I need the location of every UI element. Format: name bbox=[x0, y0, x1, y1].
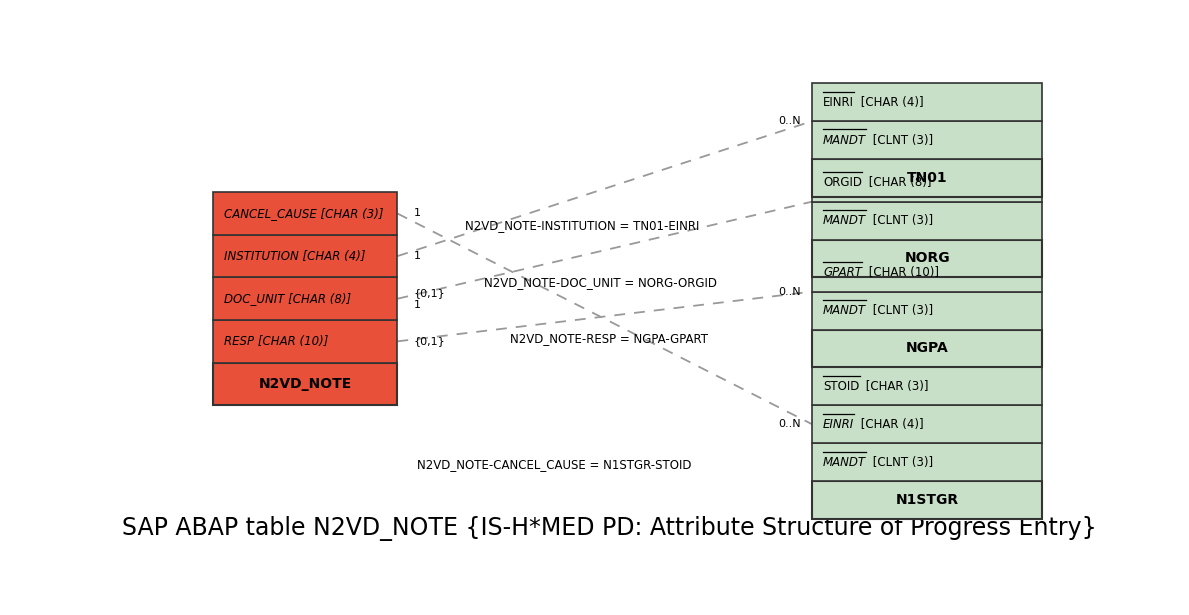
Text: [CHAR (10)]: [CHAR (10)] bbox=[864, 266, 939, 279]
Text: NORG: NORG bbox=[905, 252, 950, 266]
Text: 1: 1 bbox=[414, 208, 421, 218]
Text: [CHAR (3)]: [CHAR (3)] bbox=[862, 380, 929, 393]
Text: N2VD_NOTE-DOC_UNIT = NORG-ORGID: N2VD_NOTE-DOC_UNIT = NORG-ORGID bbox=[484, 276, 717, 288]
Text: SAP ABAP table N2VD_NOTE {IS-H*MED PD: Attribute Structure of Progress Entry}: SAP ABAP table N2VD_NOTE {IS-H*MED PD: A… bbox=[122, 516, 1096, 541]
Text: EINRI: EINRI bbox=[823, 96, 854, 109]
Text: [CLNT (3)]: [CLNT (3)] bbox=[869, 133, 933, 146]
Text: N2VD_NOTE-INSTITUTION = TN01-EINRI: N2VD_NOTE-INSTITUTION = TN01-EINRI bbox=[465, 219, 699, 232]
Bar bbox=[213, 277, 397, 320]
Text: {0,1}: {0,1} bbox=[414, 336, 446, 346]
Bar bbox=[812, 159, 1043, 197]
Bar bbox=[812, 202, 1043, 240]
Bar bbox=[213, 192, 397, 235]
Text: N2VD_NOTE: N2VD_NOTE bbox=[259, 377, 352, 391]
Bar bbox=[812, 443, 1043, 481]
Bar bbox=[213, 320, 397, 363]
Text: TN01: TN01 bbox=[907, 171, 948, 185]
Bar bbox=[812, 240, 1043, 277]
Text: N2VD_NOTE-CANCEL_CAUSE = N1STGR-STOID: N2VD_NOTE-CANCEL_CAUSE = N1STGR-STOID bbox=[417, 458, 691, 471]
Text: N1STGR: N1STGR bbox=[895, 493, 958, 507]
Text: MANDT: MANDT bbox=[823, 456, 866, 469]
Bar bbox=[213, 363, 397, 405]
Text: MANDT: MANDT bbox=[823, 133, 866, 146]
Text: RESP [CHAR (10)]: RESP [CHAR (10)] bbox=[225, 335, 328, 348]
Bar bbox=[812, 367, 1043, 405]
Text: MANDT: MANDT bbox=[823, 214, 866, 227]
Text: {0,1}
1: {0,1} 1 bbox=[414, 288, 446, 309]
Bar bbox=[812, 405, 1043, 443]
Text: [CHAR (4)]: [CHAR (4)] bbox=[857, 96, 924, 109]
Text: INSTITUTION [CHAR (4)]: INSTITUTION [CHAR (4)] bbox=[225, 250, 366, 263]
Text: [CLNT (3)]: [CLNT (3)] bbox=[869, 456, 933, 469]
Text: 0..N: 0..N bbox=[779, 419, 801, 429]
Bar bbox=[213, 235, 397, 277]
Bar bbox=[812, 254, 1043, 292]
Bar bbox=[812, 292, 1043, 330]
Text: [CLNT (3)]: [CLNT (3)] bbox=[869, 214, 933, 227]
Text: GPART: GPART bbox=[823, 266, 862, 279]
Text: ORGID: ORGID bbox=[823, 177, 862, 189]
Text: EINRI: EINRI bbox=[823, 418, 855, 430]
Text: DOC_UNIT [CHAR (8)]: DOC_UNIT [CHAR (8)] bbox=[225, 292, 351, 305]
Text: NGPA: NGPA bbox=[906, 341, 949, 355]
Text: [CHAR (4)]: [CHAR (4)] bbox=[857, 418, 924, 430]
Text: 1: 1 bbox=[414, 251, 421, 261]
Text: [CLNT (3)]: [CLNT (3)] bbox=[869, 304, 933, 317]
Bar bbox=[812, 481, 1043, 519]
Text: 0..N: 0..N bbox=[779, 116, 801, 126]
Text: CANCEL_CAUSE [CHAR (3)]: CANCEL_CAUSE [CHAR (3)] bbox=[225, 207, 384, 220]
Text: N2VD_NOTE-RESP = NGPA-GPART: N2VD_NOTE-RESP = NGPA-GPART bbox=[510, 333, 709, 346]
Text: [CHAR (8)]: [CHAR (8)] bbox=[864, 177, 931, 189]
Bar bbox=[812, 330, 1043, 367]
Text: STOID: STOID bbox=[823, 380, 860, 393]
Bar bbox=[812, 121, 1043, 159]
Bar bbox=[812, 164, 1043, 202]
Text: MANDT: MANDT bbox=[823, 304, 866, 317]
Text: 0..N: 0..N bbox=[779, 287, 801, 296]
Bar bbox=[812, 83, 1043, 121]
